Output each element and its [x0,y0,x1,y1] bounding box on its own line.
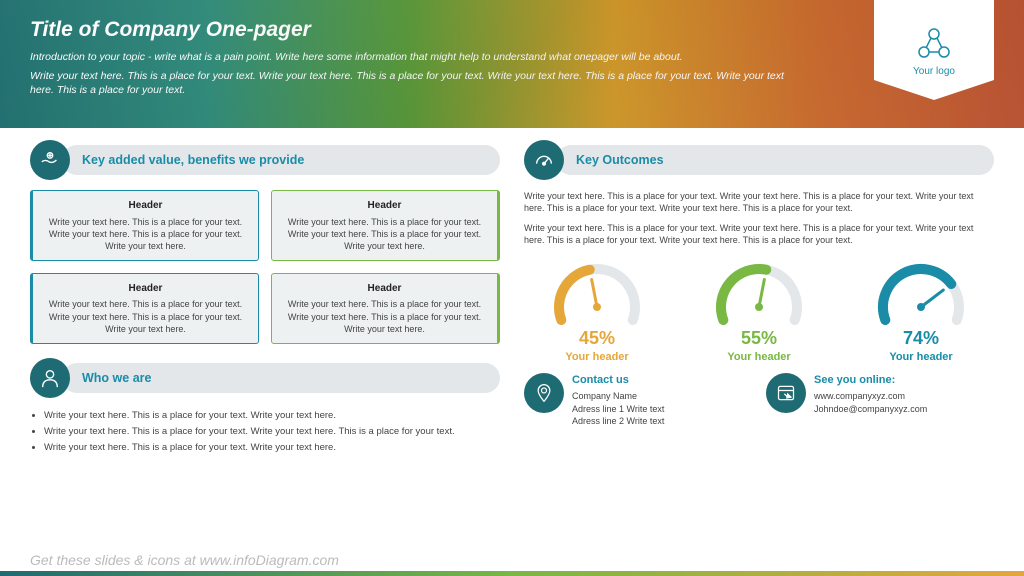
benefit-box: Header Write your text here. This is a p… [271,273,500,344]
gauge-label: Your header [524,351,670,363]
list-item: Write your text here. This is a place fo… [44,408,500,423]
footer-bar [0,571,1024,576]
contact-block: Contact us Company Name Adress line 1 Wr… [524,373,752,428]
list-item: Write your text here. This is a place fo… [44,424,500,439]
person-icon [30,358,70,398]
gauge-icon [524,140,564,180]
benefit-boxes: Header Write your text here. This is a p… [30,190,500,344]
gauge-row: 45% Your header 55% Your header 74% Your… [524,257,994,363]
page-title: Title of Company One-pager [30,18,994,42]
online-block: See you online: www.companyxyz.com Johnd… [766,373,994,428]
left-column: Key added value, benefits we provide Hea… [30,140,500,456]
gauge-value: 55% [686,328,832,349]
gauge: 55% Your header [686,257,832,363]
contact-text: Contact us Company Name Adress line 1 Wr… [572,373,664,428]
gauge-label: Your header [848,351,994,363]
who-list: Write your text here. This is a place fo… [30,408,500,456]
outcomes-text: Write your text here. This is a place fo… [524,222,994,246]
gauge: 45% Your header [524,257,670,363]
gauge: 74% Your header [848,257,994,363]
right-column: Key Outcomes Write your text here. This … [524,140,994,456]
outcomes-title: Key Outcomes [556,145,994,175]
pin-icon [524,373,564,413]
outcomes-heading: Key Outcomes [524,140,994,180]
footer-text: Get these slides & icons at www.infoDiag… [30,552,339,568]
logo-tab: Your logo [874,0,994,100]
benefits-heading: Key added value, benefits we provide [30,140,500,180]
who-heading: Who we are [30,358,500,398]
intro-text: Introduction to your topic - write what … [30,50,790,98]
benefit-box: Header Write your text here. This is a p… [30,190,259,261]
gauge-value: 74% [848,328,994,349]
logo-text: Your logo [913,66,955,77]
logo-icon [914,24,954,64]
benefit-box: Header Write your text here. This is a p… [30,273,259,344]
online-text: See you online: www.companyxyz.com Johnd… [814,373,927,428]
benefit-box: Header Write your text here. This is a p… [271,190,500,261]
browser-icon [766,373,806,413]
gauge-label: Your header [686,351,832,363]
gauge-value: 45% [524,328,670,349]
content-area: Key added value, benefits we provide Hea… [0,128,1024,456]
contact-row: Contact us Company Name Adress line 1 Wr… [524,373,994,428]
benefits-title: Key added value, benefits we provide [62,145,500,175]
hand-plus-icon [30,140,70,180]
header-banner: Title of Company One-pager Introduction … [0,0,1024,128]
outcomes-text: Write your text here. This is a place fo… [524,190,994,214]
list-item: Write your text here. This is a place fo… [44,440,500,455]
who-title: Who we are [62,363,500,393]
